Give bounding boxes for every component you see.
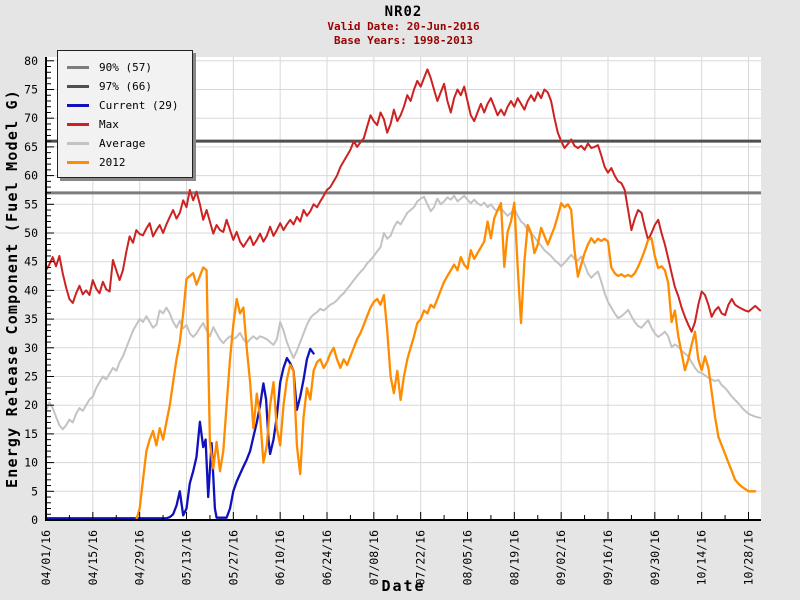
y-tick-label: 25 (24, 370, 38, 384)
y-tick-label: 35 (24, 312, 38, 326)
y-tick-label: 70 (24, 111, 38, 125)
chart-legend: 90% (57) 97% (66) Current (29) Max Average 20… (57, 50, 194, 178)
x-tick-label: 04/29/16 (133, 530, 147, 585)
legend-item-max: Max (67, 115, 178, 134)
y-tick-label: 75 (24, 83, 38, 97)
legend-swatch (67, 85, 89, 88)
y-tick-label: 45 (24, 255, 38, 269)
y-tick-label: 55 (24, 197, 38, 211)
y-axis-title: Energy Release Component (Fuel Model G) (3, 89, 21, 488)
y-tick-label: 80 (24, 54, 38, 68)
x-tick-label: 10/14/16 (695, 530, 709, 585)
y-tick-label: 30 (24, 341, 38, 355)
y-tick-label: 50 (24, 226, 38, 240)
series-line-2012 (135, 201, 757, 522)
x-tick-label: 09/02/16 (554, 530, 568, 585)
legend-label: Max (99, 118, 119, 131)
legend-swatch (67, 123, 89, 126)
legend-label: 90% (57) (99, 61, 152, 74)
series-line-average (45, 194, 762, 431)
x-tick-label: 04/01/16 (39, 530, 53, 585)
x-tick-label: 09/30/16 (648, 530, 662, 585)
x-tick-label: 10/28/16 (742, 530, 756, 585)
y-tick-label: 10 (24, 456, 38, 470)
legend-label: Current (29) (99, 99, 179, 112)
legend-label: 97% (66) (99, 80, 152, 93)
y-tick-label: 15 (24, 427, 38, 441)
valid-date-text: Valid Date: 20-Jun-2016 (327, 20, 480, 33)
legend-item-2012: 2012 (67, 153, 178, 172)
x-tick-label: 08/19/16 (507, 530, 521, 585)
y-tick-label: 40 (24, 283, 38, 297)
y-tick-label: 0 (31, 513, 38, 527)
y-tick-label: 60 (24, 169, 38, 183)
legend-swatch (67, 66, 89, 69)
x-tick-label: 07/08/16 (367, 530, 381, 585)
chart-header: NR02 Valid Date: 20-Jun-2016 Base Years:… (46, 0, 761, 48)
legend-label: Average (99, 137, 146, 150)
legend-label: 2012 (99, 156, 126, 169)
base-years-text: Base Years: 1998-2013 (333, 34, 474, 47)
legend-swatch (67, 161, 89, 164)
x-tick-label: 04/15/16 (86, 530, 100, 585)
x-tick-label: 07/22/16 (414, 530, 428, 585)
y-tick-label: 20 (24, 398, 38, 412)
series-line-max (45, 68, 762, 333)
legend-item-current: Current (29) (67, 96, 178, 115)
legend-item-average: Average (67, 134, 178, 153)
x-tick-label: 06/10/16 (273, 530, 287, 585)
legend-swatch (67, 104, 89, 107)
y-tick-label: 5 (31, 484, 38, 498)
x-axis-title: Date (381, 577, 425, 595)
x-tick-label: 05/13/16 (180, 530, 194, 585)
x-tick-label: 06/24/16 (320, 530, 334, 585)
y-tick-label: 65 (24, 140, 38, 154)
series-line-current (44, 347, 315, 520)
x-tick-label: 05/27/16 (226, 530, 240, 585)
legend-item-97: 97% (66) (67, 77, 178, 96)
legend-item-90: 90% (57) (67, 58, 178, 77)
x-tick-label: 09/16/16 (601, 530, 615, 585)
legend-swatch (67, 142, 89, 145)
x-tick-label: 08/05/16 (461, 530, 475, 585)
page-title: NR02 (384, 4, 423, 20)
